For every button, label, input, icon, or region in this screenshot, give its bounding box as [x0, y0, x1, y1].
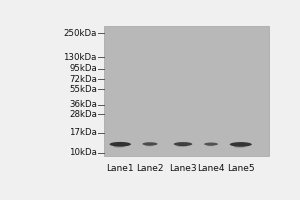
Text: 250kDa: 250kDa	[63, 29, 97, 38]
Ellipse shape	[142, 142, 158, 146]
Text: 72kDa: 72kDa	[69, 75, 97, 84]
Text: Lane5: Lane5	[227, 164, 255, 173]
Ellipse shape	[230, 142, 252, 147]
Text: Lane1: Lane1	[106, 164, 134, 173]
Text: 55kDa: 55kDa	[69, 85, 97, 94]
Text: Lane4: Lane4	[197, 164, 225, 173]
Text: Lane2: Lane2	[136, 164, 164, 173]
Text: 130kDa: 130kDa	[63, 53, 97, 62]
Ellipse shape	[174, 142, 192, 146]
Bar	[104, 26, 269, 156]
Text: 95kDa: 95kDa	[69, 64, 97, 73]
Text: 28kDa: 28kDa	[69, 110, 97, 119]
Ellipse shape	[113, 145, 125, 148]
Text: 17kDa: 17kDa	[69, 128, 97, 137]
Ellipse shape	[234, 146, 246, 148]
Text: 36kDa: 36kDa	[69, 100, 97, 109]
Ellipse shape	[145, 145, 153, 146]
Ellipse shape	[204, 143, 218, 146]
Text: Lane3: Lane3	[169, 164, 197, 173]
Ellipse shape	[177, 145, 187, 147]
Ellipse shape	[206, 145, 214, 146]
Text: 10kDa: 10kDa	[69, 148, 97, 157]
Ellipse shape	[110, 142, 131, 147]
